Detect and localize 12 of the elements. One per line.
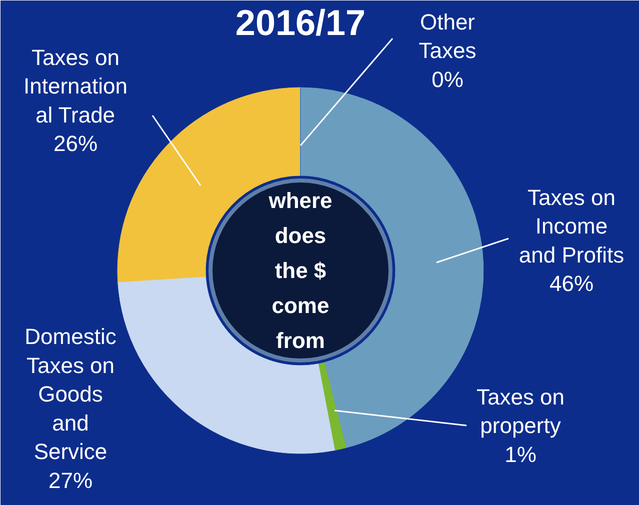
slice-label: Taxes on property bbox=[476, 384, 565, 438]
slice-label: Taxes on Internation al Trade bbox=[24, 44, 128, 128]
category-label: Other Taxes bbox=[418, 9, 476, 63]
chart-title: 2016/17 bbox=[235, 2, 366, 43]
slice-label: Domestic Taxes on Goods and Service bbox=[24, 324, 116, 464]
text: where does the $ come from bbox=[268, 188, 332, 353]
data-label: 46% bbox=[549, 271, 594, 296]
data-label: 27% bbox=[48, 468, 93, 493]
data-label: 26% bbox=[53, 131, 98, 156]
slice-label: Taxes on Income and Profits bbox=[518, 184, 624, 268]
text: 0% bbox=[432, 66, 464, 92]
data-label: 1% bbox=[504, 442, 536, 467]
